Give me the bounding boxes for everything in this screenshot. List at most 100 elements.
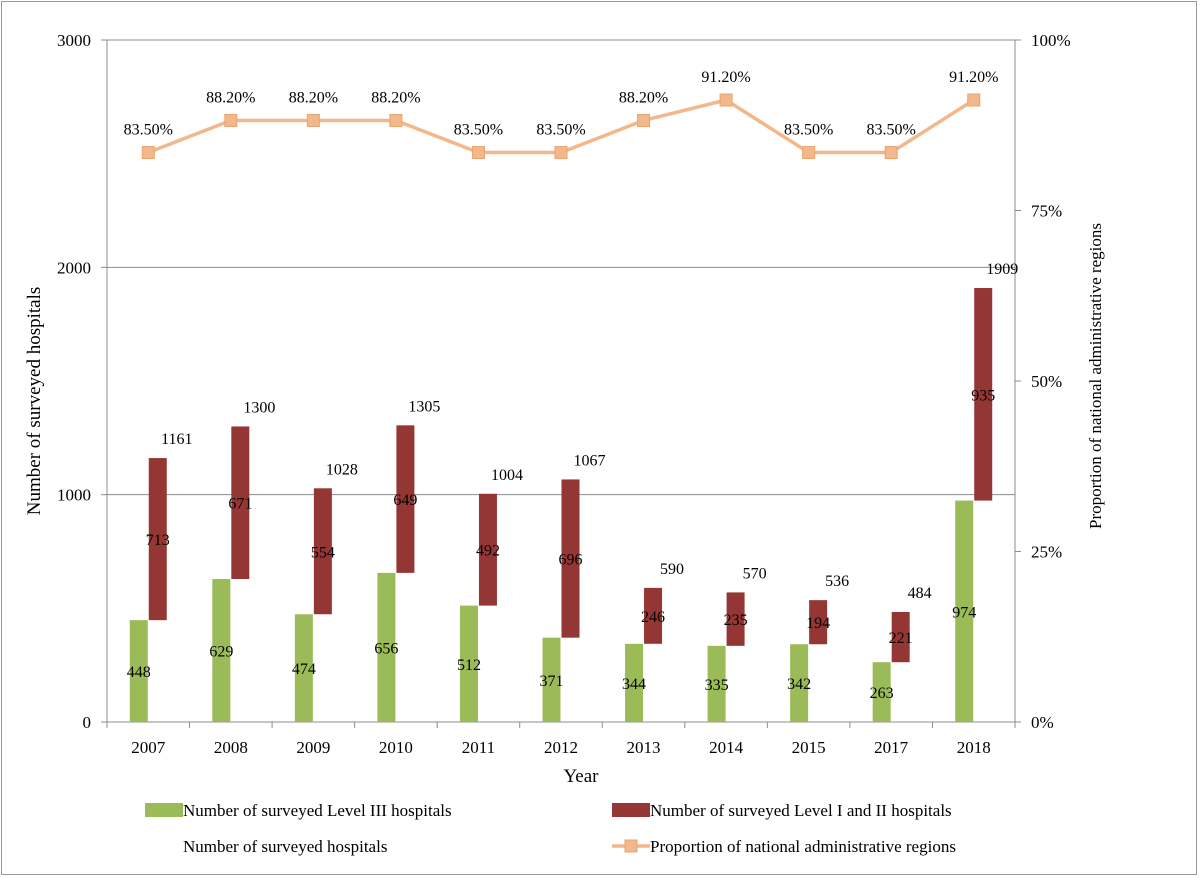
- legend-marker: [624, 839, 638, 853]
- data-label-total: 570: [743, 565, 767, 582]
- data-label-level3: 474: [292, 661, 316, 678]
- x-tick-label: 2009: [296, 738, 330, 757]
- line-marker: [554, 146, 568, 160]
- bar-level12: [478, 493, 497, 606]
- data-label-level12: 696: [559, 552, 583, 569]
- bar-level3: [955, 500, 974, 722]
- data-label-proportion: 91.20%: [701, 69, 750, 86]
- y2-tick-label: 50%: [1031, 372, 1062, 391]
- bar-level12: [396, 425, 415, 573]
- data-label-total: 1004: [491, 467, 523, 484]
- x-tick-label: 2014: [709, 738, 744, 757]
- line-marker: [802, 146, 816, 160]
- data-label-proportion: 88.20%: [371, 89, 420, 106]
- data-label-level3: 974: [952, 604, 976, 621]
- line-marker: [719, 93, 733, 107]
- data-label-total: 536: [825, 573, 849, 590]
- bar-level3: [872, 662, 891, 722]
- data-label-proportion: 83.50%: [124, 122, 173, 139]
- data-label-level3: 512: [457, 657, 481, 674]
- x-axis-title: Year: [563, 766, 599, 787]
- line-marker: [306, 113, 320, 127]
- line-marker: [141, 146, 155, 160]
- data-label-level12: 492: [476, 543, 500, 560]
- line-marker: [224, 113, 238, 127]
- data-label-level12: 235: [724, 612, 748, 629]
- bar-level12: [231, 426, 250, 580]
- x-tick-label: 2007: [131, 738, 166, 757]
- data-label-proportion: 83.50%: [784, 122, 833, 139]
- data-label-total: 1028: [326, 461, 358, 478]
- x-tick-label: 2008: [214, 738, 248, 757]
- y-axis-title: Number of surveyed hospitals: [24, 287, 45, 515]
- y-tick-label: 0: [83, 713, 92, 732]
- data-label-total: 1067: [574, 452, 606, 469]
- bar-level12: [726, 592, 745, 646]
- x-tick-label: 2012: [544, 738, 578, 757]
- data-label-total: 1300: [243, 399, 275, 416]
- data-label-total: 1909: [986, 261, 1018, 278]
- y2-tick-label: 75%: [1031, 202, 1062, 221]
- line-marker: [884, 146, 898, 160]
- bar-level3: [294, 614, 313, 722]
- data-label-level3: 371: [540, 673, 564, 690]
- data-label-level3: 629: [209, 644, 233, 661]
- data-label-level3: 342: [787, 676, 811, 693]
- y-tick-label: 3000: [57, 31, 91, 50]
- data-label-total: 590: [660, 561, 684, 578]
- data-label-level12: 935: [971, 387, 995, 404]
- line-marker: [637, 113, 651, 127]
- bar-level12: [974, 288, 993, 501]
- data-label-level12: 713: [146, 532, 170, 549]
- data-label-level3: 656: [374, 640, 398, 657]
- legend-swatch: [612, 803, 650, 817]
- data-label-level12: 221: [889, 630, 913, 647]
- legend-label: Number of surveyed Level I and II hospit…: [650, 801, 952, 820]
- bar-level12: [644, 587, 663, 644]
- x-tick-label: 2015: [792, 738, 826, 757]
- data-label-level12: 194: [806, 615, 830, 632]
- data-label-proportion: 83.50%: [536, 122, 585, 139]
- data-label-level3: 448: [127, 664, 151, 681]
- y-tick-label: 1000: [57, 486, 91, 505]
- bar-level3: [212, 579, 231, 722]
- y2-axis-title: Proportion of national administrative re…: [1086, 223, 1105, 529]
- legend-label: Proportion of national administrative re…: [650, 837, 956, 856]
- data-label-level12: 554: [311, 544, 335, 561]
- line-marker: [389, 113, 403, 127]
- bar-level3: [790, 644, 809, 722]
- data-label-level12: 649: [393, 492, 417, 509]
- data-label-level12: 246: [641, 609, 665, 626]
- y2-tick-label: 25%: [1031, 543, 1062, 562]
- legend-swatch: [145, 803, 183, 817]
- data-label-proportion: 88.20%: [206, 89, 255, 106]
- bar-level3: [707, 645, 726, 722]
- legend-label: Number of surveyed hospitals: [183, 837, 387, 856]
- bar-level3: [542, 637, 561, 722]
- y2-tick-label: 0%: [1031, 713, 1054, 732]
- x-tick-label: 2018: [957, 738, 991, 757]
- legend-label: Number of surveyed Level III hospitals: [183, 801, 452, 820]
- data-label-proportion: 83.50%: [454, 122, 503, 139]
- bar-level3: [459, 605, 478, 722]
- line-marker: [471, 146, 485, 160]
- bar-level3: [377, 572, 396, 722]
- y2-tick-label: 100%: [1031, 31, 1071, 50]
- bar-level12: [313, 488, 332, 615]
- data-label-total: 484: [908, 585, 932, 602]
- bar-level12: [809, 600, 828, 645]
- data-label-proportion: 91.20%: [949, 69, 998, 86]
- data-label-proportion: 88.20%: [619, 89, 668, 106]
- bar-level12: [561, 479, 580, 638]
- data-label-proportion: 83.50%: [867, 122, 916, 139]
- data-label-total: 1305: [408, 398, 440, 415]
- data-label-level3: 263: [870, 685, 894, 702]
- x-tick-label: 2010: [379, 738, 413, 757]
- bar-level3: [625, 643, 644, 722]
- y-tick-label: 2000: [57, 258, 91, 277]
- bar-level12: [891, 611, 910, 663]
- data-label-level3: 344: [622, 676, 646, 693]
- data-label-level3: 335: [705, 677, 729, 694]
